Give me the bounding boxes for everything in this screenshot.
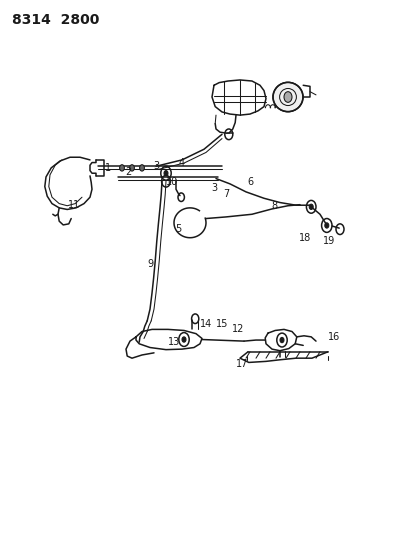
Text: 10: 10 bbox=[166, 177, 178, 187]
Text: 5: 5 bbox=[175, 224, 181, 233]
Text: 12: 12 bbox=[232, 324, 244, 334]
Text: 19: 19 bbox=[323, 237, 335, 246]
Text: 7: 7 bbox=[223, 189, 229, 199]
Ellipse shape bbox=[273, 82, 303, 112]
Text: 17: 17 bbox=[236, 359, 248, 368]
Circle shape bbox=[120, 165, 124, 171]
Text: 1: 1 bbox=[105, 163, 111, 173]
Text: 8: 8 bbox=[271, 201, 277, 211]
Circle shape bbox=[140, 165, 144, 171]
Text: 18: 18 bbox=[299, 233, 311, 243]
Text: 9: 9 bbox=[147, 259, 153, 269]
Text: 11: 11 bbox=[68, 200, 80, 210]
Text: 15: 15 bbox=[216, 319, 228, 329]
Text: 3: 3 bbox=[211, 183, 217, 193]
Text: 3: 3 bbox=[153, 161, 159, 171]
Text: 14: 14 bbox=[200, 319, 212, 329]
Text: 13: 13 bbox=[168, 337, 180, 347]
Circle shape bbox=[280, 337, 284, 343]
Circle shape bbox=[182, 337, 186, 342]
Circle shape bbox=[309, 204, 313, 209]
Circle shape bbox=[130, 165, 134, 171]
Circle shape bbox=[164, 171, 168, 176]
Text: 2: 2 bbox=[125, 167, 131, 176]
Circle shape bbox=[325, 223, 329, 228]
Text: 4: 4 bbox=[179, 158, 185, 167]
Text: 6: 6 bbox=[247, 177, 253, 187]
Text: 8314  2800: 8314 2800 bbox=[12, 13, 99, 27]
Text: 16: 16 bbox=[328, 332, 340, 342]
Circle shape bbox=[284, 92, 292, 102]
